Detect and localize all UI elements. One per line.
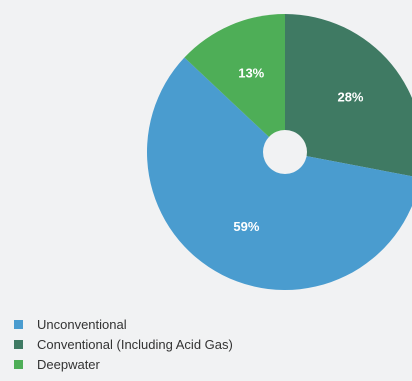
pie-label-unconventional: 59% [233,219,259,234]
legend-item-conventional: Conventional (Including Acid Gas) [14,334,233,354]
legend-item-unconventional: Unconventional [14,314,233,334]
legend-swatch-deepwater [14,359,23,369]
pie-chart-svg: 28% 59% 13% [147,14,412,290]
pie-slice-conventional [285,14,412,177]
pie-slice-unconventional [147,57,412,290]
pie-slice-deepwater [184,14,285,152]
legend-label-unconventional: Unconventional [37,316,127,332]
legend-item-deepwater: Deepwater [14,354,233,374]
pie-label-deepwater: 13% [238,65,264,80]
legend-label-conventional: Conventional (Including Acid Gas) [37,336,233,352]
legend-swatch-unconventional [14,319,23,329]
chart-legend: Unconventional Conventional (Including A… [14,314,233,374]
legend-swatch-conventional [14,339,23,349]
legend-label-deepwater: Deepwater [37,356,100,372]
pie-center-hole [263,130,307,174]
pie-label-conventional: 28% [337,89,363,104]
